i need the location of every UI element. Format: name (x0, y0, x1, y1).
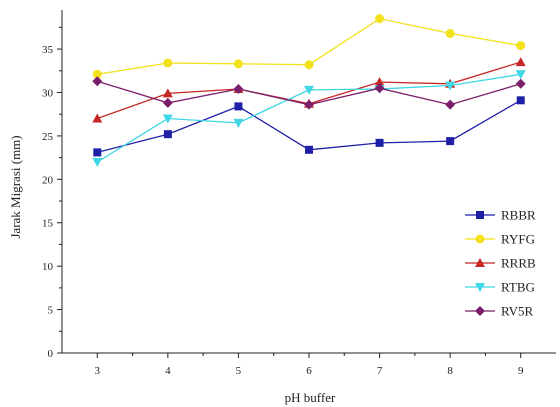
y-tick-label: 35 (42, 44, 54, 56)
y-tick-label: 0 (48, 348, 54, 360)
data-point-rtbg (233, 118, 244, 128)
y-tick-label: 25 (42, 131, 54, 143)
x-tick-label: 6 (306, 365, 312, 377)
data-point-rbbr (163, 130, 172, 139)
y-tick-label: 5 (48, 305, 54, 317)
data-point-rv5r (445, 99, 456, 110)
y-tick-label: 15 (42, 218, 54, 230)
data-point-ryfg (445, 28, 455, 38)
y-tick-label: 30 (42, 87, 54, 99)
data-point-rrrb (162, 88, 173, 98)
data-point-rv5r (162, 97, 173, 108)
x-tick-label: 7 (377, 365, 383, 377)
legend-label-rv5r: RV5R (501, 304, 534, 319)
data-point-ryfg (516, 41, 526, 51)
axes: 0 5 10 15 20 25 30 35 3 4 5 6 7 8 9 (42, 10, 556, 377)
legend-item-rbbr: RBBR (465, 208, 536, 223)
data-point-rv5r (515, 78, 526, 89)
data-point-rbbr (234, 102, 243, 111)
legend-marker-rtbg (475, 283, 485, 292)
data-point-ryfg (92, 69, 102, 79)
legend-label-rbbr: RBBR (501, 208, 536, 223)
x-tick-label: 8 (447, 365, 453, 377)
data-point-rtbg (92, 157, 103, 167)
data-point-rrrb (374, 77, 385, 87)
data-point-rtbg (515, 70, 526, 80)
data-point-rv5r (92, 76, 103, 87)
legend-item-rrrb: RRRB (465, 256, 536, 271)
data-point-ryfg (375, 14, 385, 24)
data-point-rrrb (92, 113, 103, 123)
data-point-rv5r (374, 83, 385, 94)
legend-marker-rbbr (476, 211, 484, 219)
legend-item-ryfg: RYFG (465, 232, 535, 247)
legend-label-rrrb: RRRB (501, 256, 536, 271)
x-tick-label: 4 (165, 365, 171, 377)
legend-item-rv5r: RV5R (465, 304, 534, 319)
data-point-rbbr (516, 96, 525, 105)
legend-label-ryfg: RYFG (501, 232, 535, 247)
data-point-ryfg (233, 59, 243, 69)
series-rbbr (93, 96, 525, 157)
data-point-ryfg (163, 58, 173, 68)
x-axis-title: pH buffer (285, 390, 336, 405)
data-point-rtbg (162, 114, 173, 124)
data-point-rv5r (304, 99, 314, 110)
data-point-rtbg (445, 81, 456, 91)
series-rv5r (92, 76, 526, 110)
data-point-rbbr (446, 137, 455, 146)
legend: RBBR RYFG RRRB RTBG RV5R (465, 208, 536, 319)
data-point-ryfg (304, 60, 314, 70)
legend-label-rtbg: RTBG (501, 280, 535, 295)
data-point-rtbg (304, 85, 314, 95)
data-point-rbbr (93, 148, 102, 157)
data-point-rbbr (305, 145, 313, 154)
y-tick-label: 10 (42, 261, 54, 273)
data-point-rv5r (233, 84, 244, 95)
series-ryfg (92, 14, 526, 79)
legend-item-rtbg: RTBG (465, 280, 535, 295)
data-point-rbbr (375, 138, 384, 147)
data-point-rrrb (515, 57, 526, 67)
x-tick-label: 5 (236, 365, 242, 377)
y-axis-title: Jarak Migrasi (mm) (8, 135, 23, 238)
legend-marker-rv5r (475, 306, 485, 316)
x-tick-label: 9 (518, 365, 524, 377)
x-tick-label: 3 (95, 365, 101, 377)
series-layer (92, 14, 526, 167)
legend-marker-rrrb (475, 258, 485, 267)
y-tick-label: 20 (42, 174, 54, 186)
legend-marker-ryfg (475, 234, 485, 244)
